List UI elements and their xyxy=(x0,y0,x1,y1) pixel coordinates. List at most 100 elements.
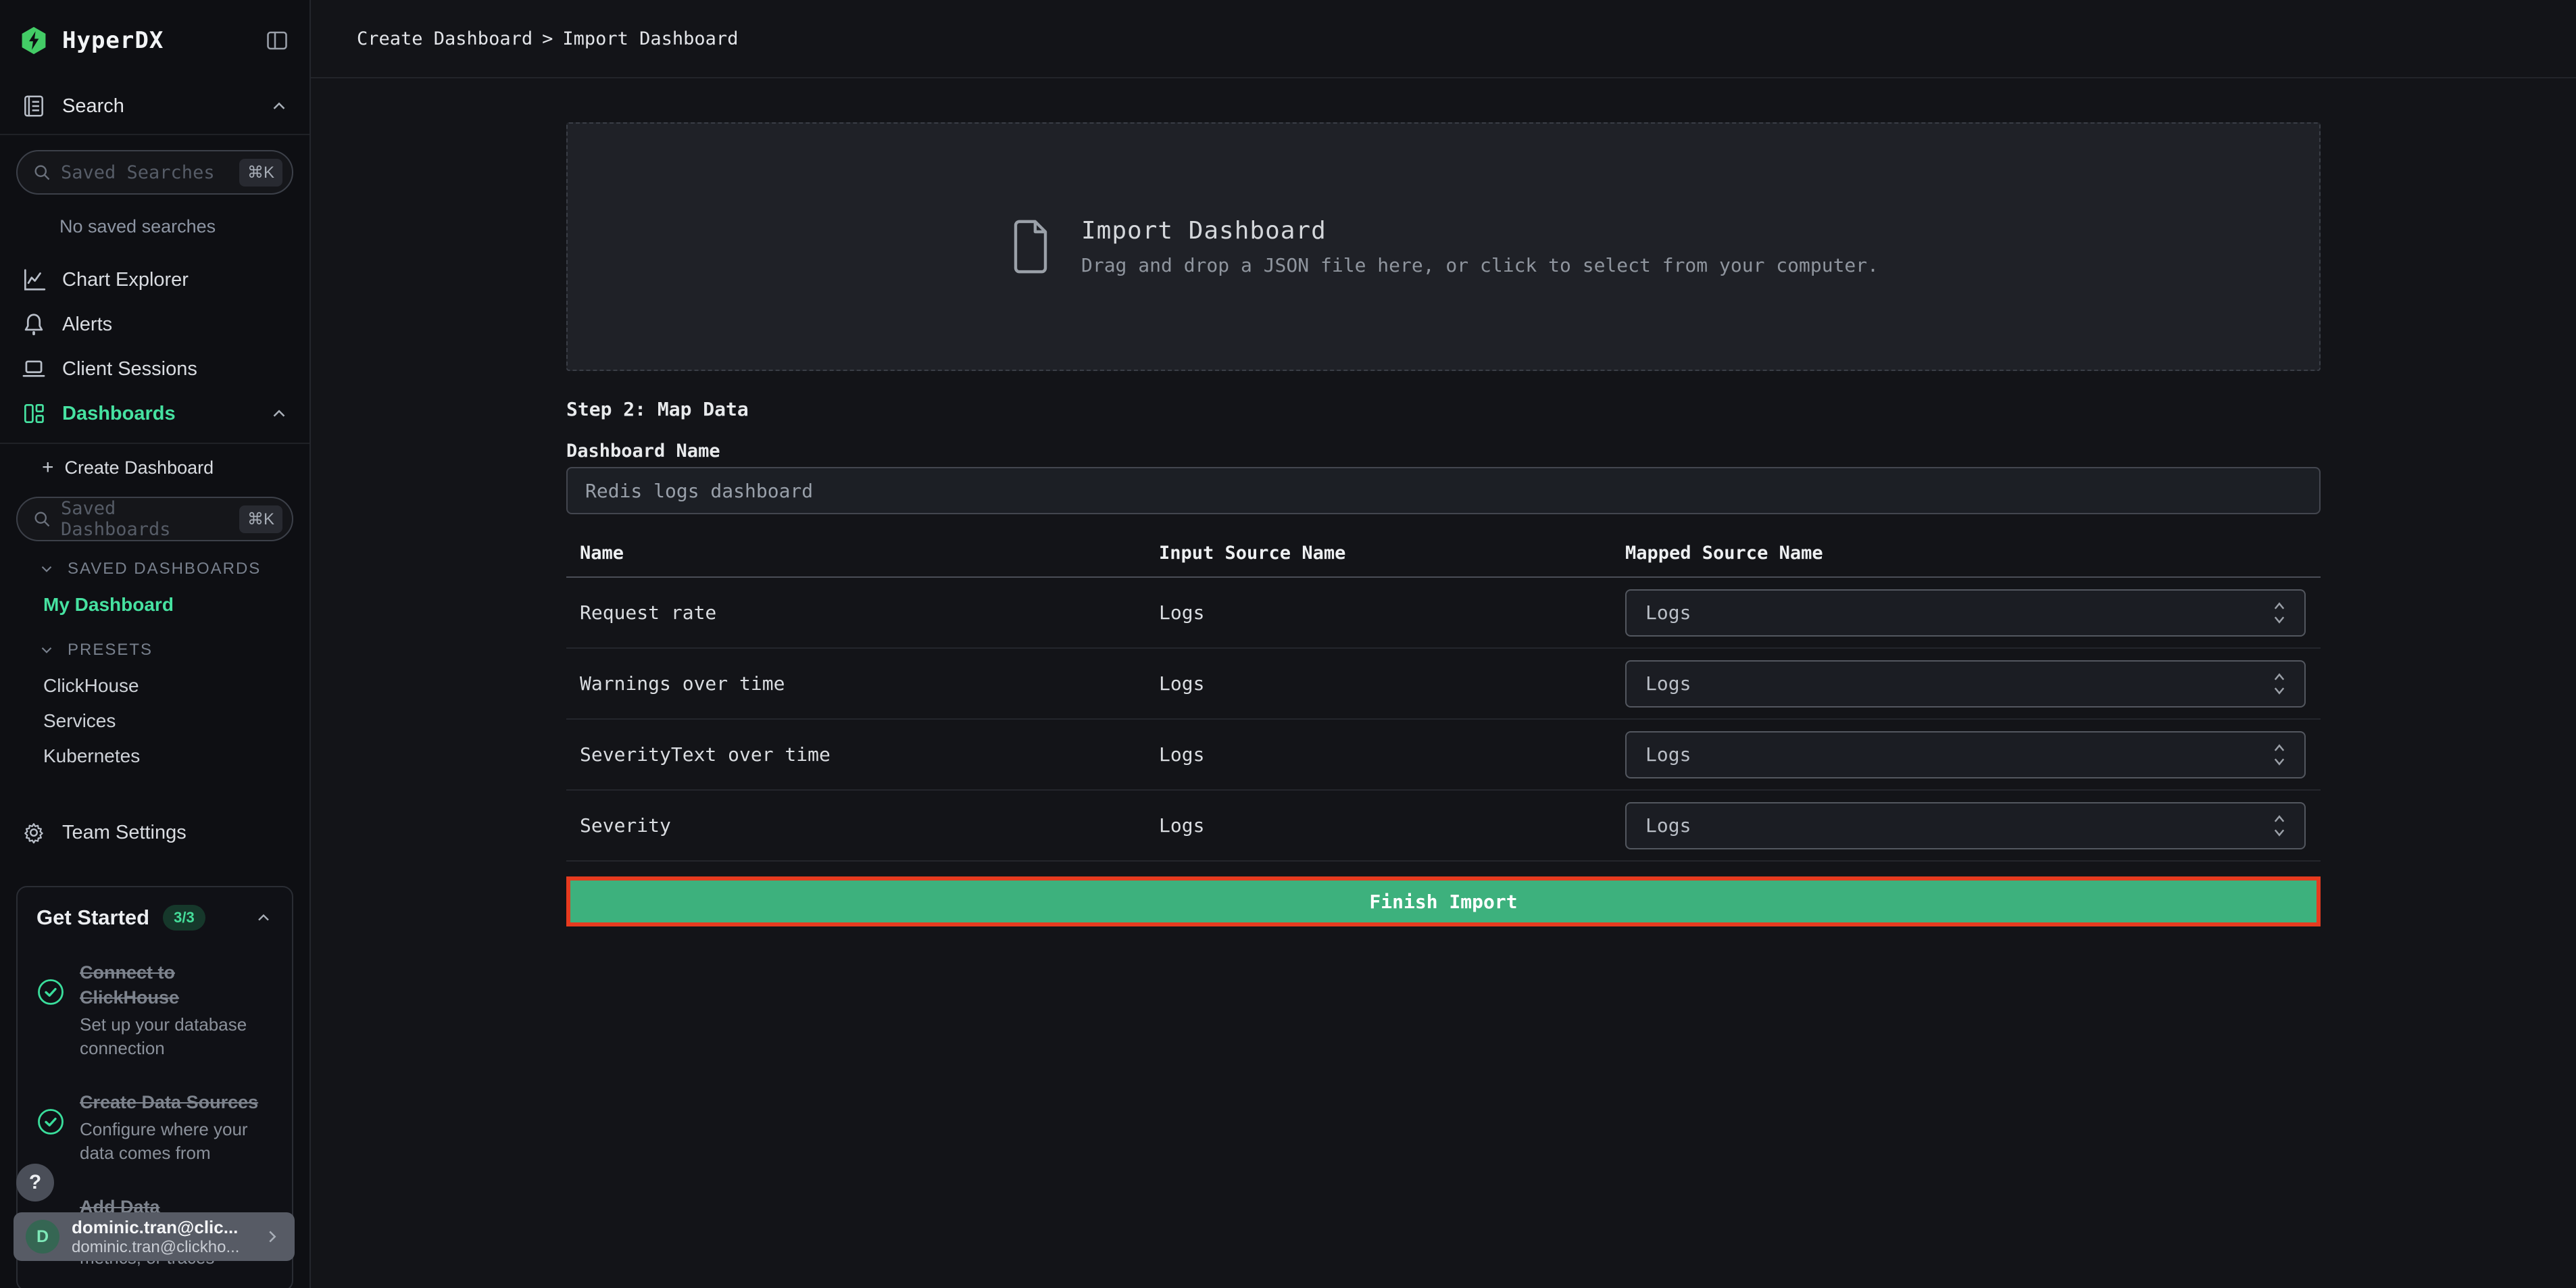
progress-badge: 3/3 xyxy=(163,905,205,931)
chevron-down-icon xyxy=(41,647,52,653)
check-circle-icon xyxy=(38,979,64,1005)
select-chevrons-icon xyxy=(2274,814,2285,837)
get-started-item-desc: Configure where your data comes from xyxy=(80,1119,248,1163)
file-dropzone[interactable]: Import Dashboard Drag and drop a JSON fi… xyxy=(566,122,2321,371)
cell-input-source: Logs xyxy=(1159,672,1205,695)
cell-name: SeverityText over time xyxy=(580,743,831,766)
table-header: Name Input Source Name Mapped Source Nam… xyxy=(566,529,2321,578)
sidebar-item-alerts[interactable]: Alerts xyxy=(0,302,309,347)
finish-import-button[interactable]: Finish Import xyxy=(566,876,2321,926)
sidebar-collapse-button[interactable] xyxy=(264,27,291,54)
get-started-item: Create Data Sources Configure where your… xyxy=(36,1090,273,1165)
chevron-down-icon xyxy=(41,566,52,572)
user-email: dominic.tran@clickho... xyxy=(72,1237,240,1256)
cell-name: Request rate xyxy=(580,601,717,624)
sidebar-item-client-sessions[interactable]: Client Sessions xyxy=(0,347,309,391)
dropzone-text: Import Dashboard Drag and drop a JSON fi… xyxy=(1081,217,1879,276)
sidebar-item-label: Chart Explorer xyxy=(62,268,189,291)
saved-searches-input[interactable]: Saved Searches ⌘K xyxy=(16,150,293,195)
saved-searches-placeholder: Saved Searches xyxy=(61,162,215,183)
sidebar-item-team-settings[interactable]: Team Settings xyxy=(0,810,309,855)
avatar: D xyxy=(26,1220,59,1254)
shortcut-badge: ⌘K xyxy=(239,505,282,533)
cell-input-source: Logs xyxy=(1159,814,1205,837)
line-chart-icon xyxy=(24,269,46,291)
saved-dashboards-section-label: SAVED DASHBOARDS xyxy=(68,560,262,578)
chevron-up-icon xyxy=(273,410,285,417)
sidebar-item-my-dashboard[interactable]: My Dashboard xyxy=(43,594,174,615)
breadcrumb-separator: > xyxy=(542,28,553,49)
presets-section-label: PRESETS xyxy=(68,641,153,659)
sidebar-nav: Chart Explorer Alerts Client Sessions Da… xyxy=(0,257,309,436)
search-section-label: Search xyxy=(62,95,124,117)
column-header-name: Name xyxy=(580,542,624,564)
chevron-right-icon xyxy=(269,1231,276,1243)
sidebar-item-kubernetes[interactable]: Kubernetes xyxy=(43,745,141,766)
saved-dashboards-placeholder: Saved Dashboards xyxy=(61,498,171,540)
user-menu[interactable]: D dominic.tran@clic... dominic.tran@clic… xyxy=(14,1212,295,1261)
no-saved-searches-text: No saved searches xyxy=(59,216,216,237)
app-title: HyperDX xyxy=(62,27,164,54)
get-started-item-title: Create Data Sources xyxy=(80,1092,259,1112)
selected-option: Logs xyxy=(1645,743,1691,766)
sidebar-divider xyxy=(0,443,309,444)
page-header: Create Dashboard > Import Dashboard xyxy=(311,0,2576,78)
saved-dashboards-section-toggle[interactable]: SAVED DASHBOARDS xyxy=(0,551,309,587)
shortcut-badge: ⌘K xyxy=(239,158,282,187)
dashboard-name-label: Dashboard Name xyxy=(566,441,720,462)
sidebar-item-clickhouse[interactable]: ClickHouse xyxy=(43,675,139,696)
presets-section-toggle[interactable]: PRESETS xyxy=(0,632,309,668)
mapped-source-select[interactable]: Logs xyxy=(1625,730,2306,778)
selected-option: Logs xyxy=(1645,601,1691,624)
sidebar-item-label: Alerts xyxy=(62,313,113,335)
file-icon xyxy=(1014,220,1047,274)
sidebar-item-label: Dashboards xyxy=(62,402,176,424)
get-started-header[interactable]: Get Started 3/3 xyxy=(36,905,273,931)
dashboard-name-input[interactable] xyxy=(566,467,2321,514)
get-started-item-title: Connect to ClickHouse xyxy=(80,962,180,1008)
dropzone-title: Import Dashboard xyxy=(1081,217,1327,245)
user-name: dominic.tran@clic... xyxy=(72,1216,239,1237)
logo-row: HyperDX xyxy=(0,0,309,58)
journal-icon xyxy=(24,95,43,117)
cell-name: Severity xyxy=(580,814,671,837)
table-row: Request rate Logs Logs xyxy=(566,578,2321,649)
grid-layout-icon xyxy=(24,403,44,424)
select-chevrons-icon xyxy=(2274,601,2285,624)
search-icon xyxy=(34,512,50,527)
gear-icon xyxy=(24,823,43,844)
step-heading: Step 2: Map Data xyxy=(566,398,749,420)
column-header-input-source: Input Source Name xyxy=(1159,542,1346,564)
table-row: Severity Logs Logs xyxy=(566,791,2321,862)
mapped-source-select[interactable]: Logs xyxy=(1625,660,2306,708)
chevron-up-icon xyxy=(273,102,285,109)
mapped-source-select[interactable]: Logs xyxy=(1625,801,2306,849)
saved-dashboards-input[interactable]: Saved Dashboards ⌘K xyxy=(16,497,293,541)
breadcrumb-create-dashboard[interactable]: Create Dashboard xyxy=(357,28,533,49)
select-chevrons-icon xyxy=(2274,672,2285,695)
selected-option: Logs xyxy=(1645,672,1691,695)
team-settings-label: Team Settings xyxy=(62,821,187,843)
plus-icon: + xyxy=(42,456,54,478)
cell-input-source: Logs xyxy=(1159,743,1205,766)
mapped-source-select[interactable]: Logs xyxy=(1625,589,2306,637)
help-button[interactable]: ? xyxy=(16,1164,54,1202)
layout-panel-icon xyxy=(267,31,287,50)
sidebar-item-services[interactable]: Services xyxy=(43,710,116,731)
main-area: Create Dashboard > Import Dashboard Import… xyxy=(311,0,2576,1288)
sidebar-item-chart-explorer[interactable]: Chart Explorer xyxy=(0,257,309,302)
table-row: Warnings over time Logs Logs xyxy=(566,649,2321,720)
hyperdx-logo-icon xyxy=(22,26,46,55)
get-started-title: Get Started xyxy=(36,906,150,929)
sidebar-item-dashboards[interactable]: Dashboards xyxy=(0,391,309,436)
create-dashboard-button[interactable]: + Create Dashboard xyxy=(0,444,309,491)
create-dashboard-label: Create Dashboard xyxy=(64,457,214,478)
search-icon xyxy=(34,165,50,180)
table-row: SeverityText over time Logs Logs xyxy=(566,720,2321,791)
selected-option: Logs xyxy=(1645,814,1691,837)
column-header-mapped-source: Mapped Source Name xyxy=(1625,542,1823,564)
sidebar: HyperDX Search Saved Searches ⌘K No save… xyxy=(0,0,311,1288)
search-section-header[interactable]: Search xyxy=(0,93,309,135)
select-chevrons-icon xyxy=(2274,743,2285,766)
